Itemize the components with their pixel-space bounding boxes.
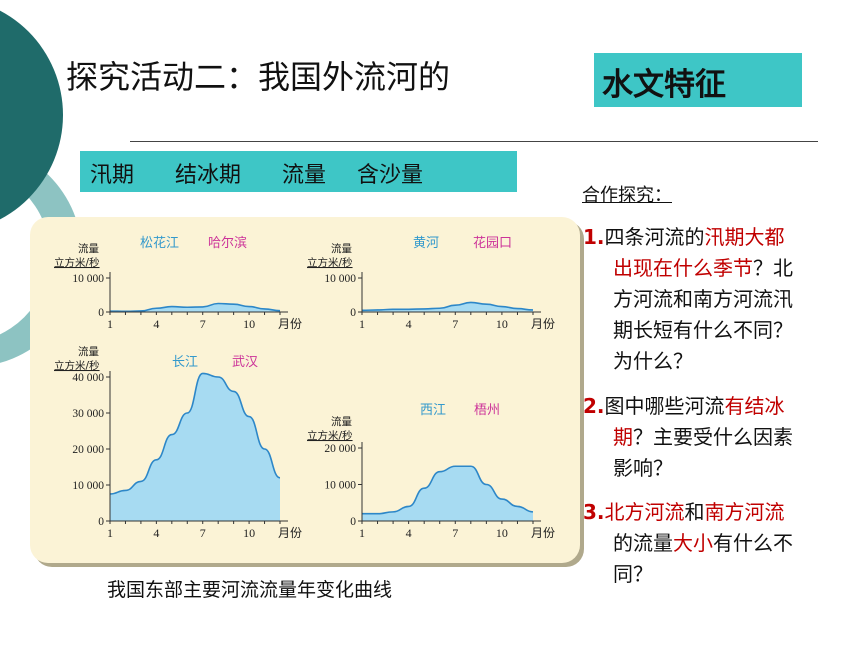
chart-3-y-tick-label: 10 000 [72, 480, 104, 492]
chart-3-y-tick-label: 40 000 [72, 372, 104, 384]
chart-4-station-name: 梧州 [474, 403, 500, 418]
chart-4-x-tick-label: 7 [452, 526, 458, 540]
tag-sediment-content: 含沙量 [357, 163, 424, 188]
chart-1-x-tick-label: 10 [243, 317, 255, 331]
chart-3-area [110, 373, 280, 521]
dark-teal-circle [0, 10, 63, 220]
tag-freezing-period: 结冰期 [175, 163, 242, 188]
chart-4-y-tick-label: 20 000 [324, 443, 356, 455]
chart-1-x-tick-label: 7 [200, 317, 206, 331]
q2-text-d: ？主要受什么因素 [633, 425, 793, 449]
q1-number: 1. [583, 225, 605, 249]
q3-text-d: 的流量 [613, 531, 673, 555]
q2-text-b: 有结冰 [724, 394, 785, 418]
chart-4-x-tick-label: 4 [406, 526, 412, 540]
question-2: 2.图中哪些河流有结冰 期？主要受什么因素 影响？ [583, 391, 853, 484]
chart-3-ylabel-2: 立方米/秒 [54, 359, 100, 372]
chart-1-x-tick-label: 1 [107, 317, 113, 331]
chart-2-x-tick-label: 1 [359, 317, 365, 331]
page-title: 探究活动二：我国外流河的 [66, 58, 451, 96]
q1-text-f: 期长短有什么不同？ [613, 318, 793, 342]
chart-4-y-tick-label: 10 000 [324, 480, 356, 492]
q2-number: 2. [583, 394, 605, 418]
q1-text-e: 方河流和南方河流汛 [613, 287, 793, 311]
chart-1-ylabel-2: 立方米/秒 [54, 256, 100, 269]
q2-text-c: 期 [613, 425, 633, 449]
chart-1-y-tick-label: 0 [98, 307, 104, 319]
q3-text-a: 北方河流 [604, 500, 685, 524]
chart-1-station-name: 哈尔滨 [208, 235, 247, 251]
chart-3-station-name: 武汉 [232, 355, 258, 370]
q3-text-c: 南方河流 [704, 500, 785, 524]
chart-4-line [361, 465, 534, 515]
chart-3-x-tick-label: 1 [107, 526, 113, 540]
title-highlight-text: 水文特征 [602, 67, 726, 103]
chart-2-y-tick-label: 10 000 [324, 273, 356, 285]
question-3: 3.北方河流和南方河流 的流量大小有什么不 同？ [583, 497, 853, 590]
questions-heading: 合作探究： [582, 185, 672, 206]
chart-2-y-tick-label: 0 [350, 307, 356, 319]
chart-2-line [361, 301, 534, 312]
q3-number: 3. [583, 500, 605, 524]
chart-1-ylabel-1: 流量 [78, 242, 99, 255]
tag-flow-volume: 流量 [282, 163, 327, 188]
chart-2-ylabel-1: 流量 [331, 242, 352, 255]
chart-3-line [109, 372, 281, 495]
chart-1-x-axis-label: 月份 [278, 317, 302, 331]
chart-4-river-name: 西江 [420, 403, 446, 418]
chart-4-x-axis-label: 月份 [531, 526, 555, 540]
chart-2-ylabel-2: 立方米/秒 [307, 256, 353, 269]
topic-tags-bar: 汛期 结冰期 流量 含沙量 [80, 151, 517, 192]
title-highlight-box: 水文特征 [594, 53, 802, 107]
q3-text-f: 有什么不 [713, 531, 793, 555]
chart-4-y-tick-label: 0 [350, 516, 356, 528]
chart-2-x-tick-label: 10 [496, 317, 508, 331]
chart-3-x-axis-label: 月份 [278, 526, 302, 540]
chart-4-ylabel-2: 立方米/秒 [307, 429, 353, 442]
chart-1-line [109, 302, 281, 313]
q3-text-e: 大小 [673, 531, 713, 555]
chart-1-river-name: 松花江 [140, 235, 179, 251]
q2-text-a: 图中哪些河流 [604, 394, 725, 418]
q2-text-e: 影响？ [613, 456, 673, 480]
chart-4-x-tick-label: 10 [496, 526, 508, 540]
chart-3-y-tick-label: 20 000 [72, 444, 104, 456]
tag-flood-period: 汛期 [90, 163, 135, 188]
q1-text-d: ？北 [753, 256, 793, 280]
chart-3-y-tick-label: 30 000 [72, 408, 104, 420]
chart-3-y-tick-label: 0 [98, 516, 104, 528]
q1-text-a: 四条河流的 [604, 225, 705, 249]
q3-text-b: 和 [684, 500, 705, 524]
chart-2-x-tick-label: 4 [406, 317, 412, 331]
q1-text-c: 出现在什么季节 [613, 256, 753, 280]
q3-text-g: 同？ [613, 562, 653, 586]
chart-2-river-name: 黄河 [413, 236, 439, 251]
q1-text-g: 为什么？ [613, 349, 693, 373]
chart-3-x-tick-label: 7 [200, 526, 206, 540]
chart-3-x-tick-label: 4 [153, 526, 159, 540]
chart-3-x-tick-label: 10 [243, 526, 255, 540]
chart-4-x-tick-label: 1 [359, 526, 365, 540]
chart-2-x-tick-label: 7 [452, 317, 458, 331]
title-divider [130, 141, 818, 142]
chart-1-y-tick-label: 10 000 [72, 273, 104, 285]
question-1: 1.四条河流的汛期大都 出现在什么季节？北 方河流和南方河流汛 期长短有什么不同… [583, 222, 853, 377]
chart-1-x-tick-label: 4 [153, 317, 159, 331]
chart-caption: 我国东部主要河流流量年变化曲线 [107, 579, 393, 601]
chart-3-ylabel-1: 流量 [78, 345, 99, 358]
chart-3-river-name: 长江 [172, 355, 198, 370]
q1-text-b: 汛期大都 [704, 225, 785, 249]
chart-2-station-name: 花园口 [473, 235, 512, 251]
chart-4-ylabel-1: 流量 [331, 415, 352, 428]
chart-2-x-axis-label: 月份 [531, 317, 555, 331]
